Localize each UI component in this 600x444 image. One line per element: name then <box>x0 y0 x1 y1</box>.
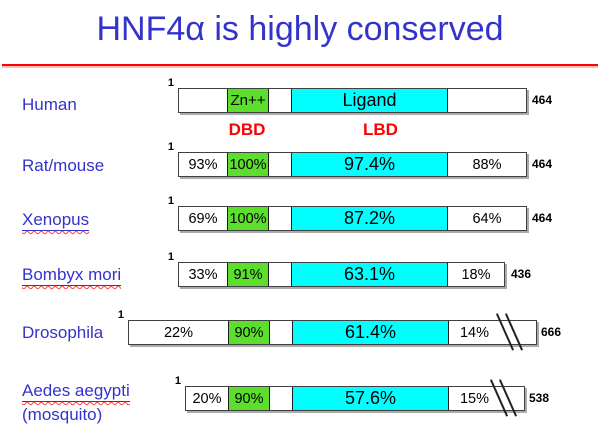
species-label-line2: (mosquito) <box>22 405 103 424</box>
start-residue-label: 1 <box>167 251 174 263</box>
segment-lbd: 63.1% <box>291 263 448 286</box>
segment-cterm: 15% <box>459 390 490 407</box>
species-label-human: Human <box>22 95 77 114</box>
sequence-break-marks <box>495 312 523 352</box>
end-residue-label: 666 <box>541 325 562 339</box>
species-label-drosophila: Drosophila <box>22 323 104 342</box>
species-label-rat-mouse: Rat/mouse <box>22 156 105 175</box>
segment-dbd: Zn++ <box>227 89 269 112</box>
segment-hinge <box>269 153 291 176</box>
segment-hinge <box>269 89 291 112</box>
segment-nterm: 33% <box>188 266 218 283</box>
end-residue-label: 436 <box>511 267 532 281</box>
segment-lbd: Ligand <box>291 89 448 112</box>
species-label-aedes-aegypti: Aedes aegypti (mosquito) <box>22 379 130 427</box>
dbd-label: DBD <box>228 120 266 139</box>
segment-dbd: 91% <box>227 263 269 286</box>
start-residue-label: 1 <box>117 309 124 321</box>
segment-nterm: 69% <box>188 210 218 227</box>
segment-cterm: 14% <box>459 324 490 341</box>
segment-hinge <box>270 387 292 410</box>
title-divider-line <box>2 64 598 66</box>
protein-bar-drosophila: 22% 90% 61.4% 14% <box>128 320 537 345</box>
end-residue-label: 464 <box>532 211 553 225</box>
end-residue-label: 538 <box>529 391 550 405</box>
segment-dbd: 100% <box>227 153 269 176</box>
segment-cterm: 64% <box>472 210 502 227</box>
segment-lbd: 87.2% <box>291 207 448 230</box>
end-residue-label: 464 <box>532 157 553 171</box>
slide-title: HNF4α is highly conserved <box>96 10 504 48</box>
segment-nterm <box>179 89 227 112</box>
segment-nterm: 93% <box>188 156 218 173</box>
segment-lbd: 57.6% <box>292 387 449 410</box>
segment-lbd: 97.4% <box>291 153 448 176</box>
protein-bar-aedes: 20% 90% 57.6% 15% <box>185 386 525 411</box>
segment-cterm: 88% <box>472 156 502 173</box>
segment-hinge <box>269 207 291 230</box>
species-label-xenopus: Xenopus <box>22 210 90 231</box>
segment-dbd: 90% <box>228 387 270 410</box>
sequence-break-marks <box>489 378 517 418</box>
segment-cterm: 18% <box>461 266 491 283</box>
lbd-label: LBD <box>363 120 398 139</box>
protein-bar-xenopus: 69% 100% 87.2% 64% <box>178 206 527 231</box>
segment-nterm: 20% <box>192 390 222 407</box>
segment-hinge <box>270 321 292 344</box>
start-residue-label: 1 <box>167 141 174 153</box>
protein-bar-bombyx: 33% 91% 63.1% 18% <box>178 262 505 287</box>
end-residue-label: 464 <box>532 93 553 107</box>
protein-bar-human: Zn++ Ligand <box>178 88 527 113</box>
segment-cterm <box>448 89 526 112</box>
segment-hinge <box>269 263 291 286</box>
segment-dbd: 100% <box>227 207 269 230</box>
start-residue-label: 1 <box>174 375 181 387</box>
protein-bar-rat-mouse: 93% 100% 97.4% 88% <box>178 152 527 177</box>
segment-lbd: 61.4% <box>292 321 449 344</box>
segment-nterm: 22% <box>163 324 194 341</box>
start-residue-label: 1 <box>167 195 174 207</box>
segment-dbd: 90% <box>228 321 270 344</box>
species-label-bombyx-mori: Bombyx mori <box>22 265 122 286</box>
start-residue-label: 1 <box>167 77 174 89</box>
